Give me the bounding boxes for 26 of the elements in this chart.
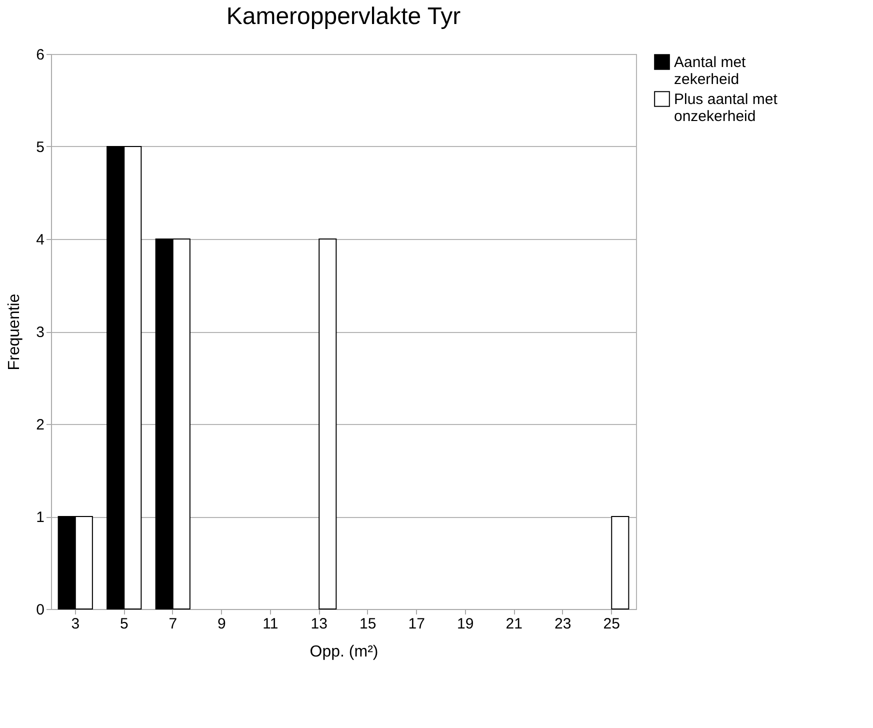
x-tick-label: 21 (506, 616, 522, 632)
x-tick-label: 9 (217, 616, 226, 632)
chart-title: Kameroppervlakte Tyr (226, 3, 461, 30)
x-tick-label: 25 (603, 616, 620, 632)
x-tick-label: 17 (408, 616, 425, 632)
y-tick-label: 1 (36, 509, 44, 526)
x-tick-label: 7 (168, 616, 178, 632)
x-axis-title: Opp. (m²) (310, 644, 378, 660)
x-tick-label: 13 (310, 616, 328, 632)
y-tick-label: 5 (36, 139, 44, 156)
bar (611, 516, 630, 610)
x-tick-label: 23 (554, 616, 572, 632)
y-axis-title: Frequentie (6, 294, 24, 370)
legend-label: Plus aantal met onzekerheid (674, 91, 778, 125)
x-tick-label: 3 (71, 616, 80, 632)
x-tick-label: 11 (262, 616, 278, 632)
y-tick-label: 2 (36, 416, 44, 434)
y-tick-label: 3 (36, 324, 44, 341)
y-tick-label: 4 (36, 232, 44, 248)
x-tick-label: 15 (360, 616, 376, 632)
y-tick-label: 6 (36, 46, 44, 64)
y-tick-label: 0 (36, 602, 44, 618)
x-tick-label: 5 (120, 616, 128, 632)
bar (318, 238, 337, 610)
legend-label: Aantal met zekerheid (674, 54, 747, 88)
x-tick-label: 19 (457, 616, 474, 632)
